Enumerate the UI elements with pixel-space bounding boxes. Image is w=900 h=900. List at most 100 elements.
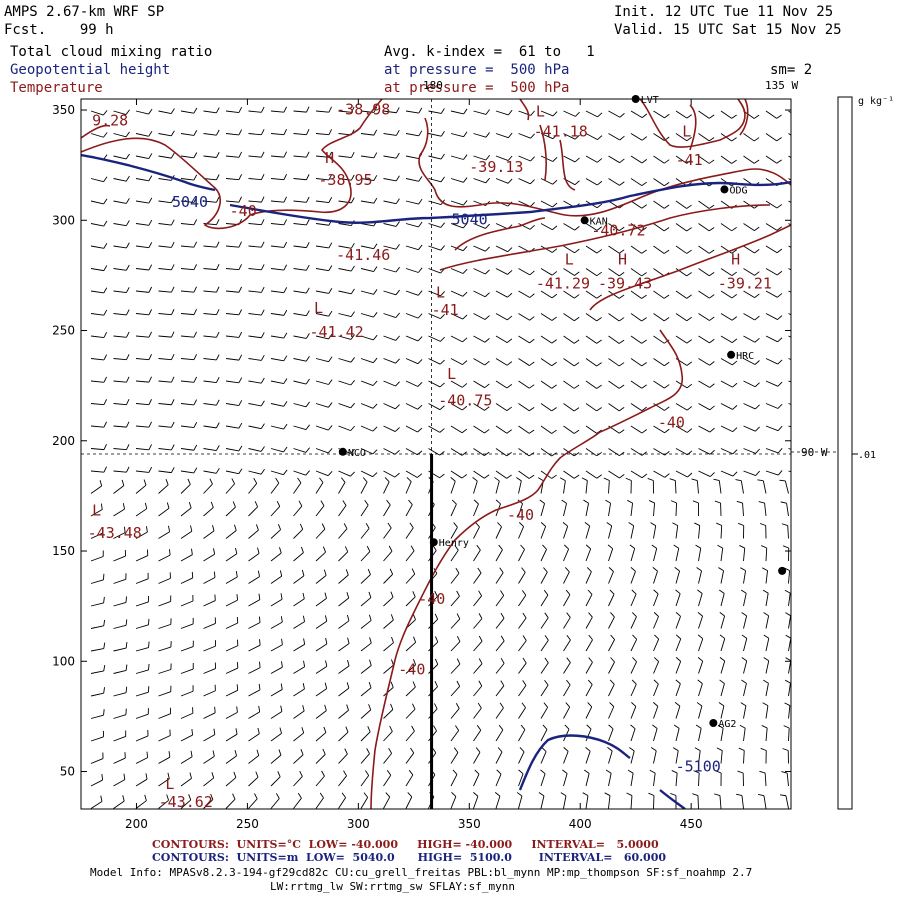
wind-barb [740, 702, 747, 719]
wind-barb [473, 425, 490, 434]
wind-barb [180, 174, 198, 181]
wind-barb [540, 470, 557, 479]
wind-barb [763, 679, 769, 697]
wind-barb [450, 177, 468, 183]
wind-barb [360, 289, 378, 295]
wind-barb [473, 358, 490, 366]
wind-barb [90, 642, 106, 652]
wind-barb [293, 748, 304, 764]
wind-barb [135, 502, 148, 517]
wind-barb [113, 795, 125, 809]
wind-barb [653, 200, 670, 209]
wind-barb [405, 681, 416, 697]
wind-barb [180, 399, 198, 406]
wind-barb [248, 705, 261, 719]
wind-barb [315, 425, 333, 431]
wind-barb [762, 702, 769, 719]
wind-barb [696, 567, 702, 584]
wind-barb [113, 619, 128, 629]
wind-barb [270, 547, 282, 562]
wind-barb [315, 748, 326, 764]
wind-barb [784, 702, 791, 719]
wind-barb [495, 635, 505, 652]
wind-barb [270, 151, 287, 158]
wind-barb [315, 477, 324, 494]
wind-barb [473, 177, 490, 184]
temperature-label: 9.28 [92, 111, 128, 129]
wind-barb [495, 567, 504, 584]
wind-barb [135, 286, 153, 293]
colorbar [837, 96, 853, 810]
wind-barb [113, 399, 130, 406]
wind-barb [135, 264, 153, 271]
wind-barb [225, 662, 239, 674]
wind-barb [738, 747, 745, 764]
wind-barb [518, 223, 535, 230]
wind-barb [495, 403, 512, 411]
wind-barb [650, 522, 657, 539]
wind-barb [360, 637, 372, 652]
wind-barb [473, 335, 490, 343]
wind-barb [383, 614, 394, 629]
wind-barb [203, 548, 216, 562]
wind-barb [495, 245, 513, 253]
wind-barb [720, 133, 737, 142]
wind-barb [697, 679, 703, 697]
wind-barb [338, 682, 350, 697]
station-dot [580, 216, 589, 225]
wind-barb [360, 403, 378, 409]
wind-barb [225, 196, 242, 203]
wind-barb [765, 200, 783, 209]
wind-barb [698, 380, 715, 388]
wind-barb [135, 175, 153, 182]
wind-barb [405, 244, 423, 251]
wind-barb [765, 425, 783, 432]
wind-barb [383, 175, 400, 182]
wind-barb [788, 200, 791, 204]
wind-barb [675, 110, 692, 119]
wind-barb [158, 641, 172, 652]
wind-barb [473, 470, 490, 479]
wind-barb [560, 792, 567, 809]
wind-barb [225, 331, 243, 338]
wind-barb [248, 400, 265, 407]
temperature-label: -40 [507, 506, 534, 524]
wind-barb [225, 571, 238, 584]
wind-barb [585, 178, 603, 186]
wind-barb [630, 110, 648, 118]
y-tick-label: 50 [60, 765, 75, 779]
wind-barb [203, 772, 215, 787]
wind-barb [563, 290, 580, 299]
wind-barb [248, 661, 261, 674]
wind-barb [788, 268, 791, 271]
wind-barb [383, 703, 394, 719]
wind-barb [248, 469, 265, 475]
wind-barb [203, 617, 216, 629]
wind-barb [203, 331, 220, 338]
wind-barb [90, 527, 104, 539]
wind-barb [785, 657, 791, 674]
wind-barb [383, 266, 400, 273]
wind-barb [450, 590, 460, 607]
wind-barb [203, 241, 220, 248]
wind-barb [180, 617, 194, 629]
wind-barb [135, 641, 150, 652]
wind-barb [740, 589, 747, 607]
wind-barb [360, 659, 372, 674]
wind-barb [360, 425, 378, 432]
wind-barb [495, 290, 513, 298]
wind-barb [158, 421, 175, 428]
wind-barb [338, 614, 350, 629]
wind-barb [540, 200, 558, 208]
wind-barb [784, 589, 791, 607]
wind-barb [473, 380, 490, 389]
wind-barb [225, 639, 239, 652]
wind-barb [158, 152, 175, 159]
wind-barb [158, 264, 175, 271]
wind-barb [270, 469, 288, 476]
wind-barb [540, 522, 547, 539]
wind-barb [293, 592, 305, 607]
wind-barb [540, 657, 549, 674]
wind-barb [293, 196, 310, 203]
wind-barb [698, 110, 715, 119]
